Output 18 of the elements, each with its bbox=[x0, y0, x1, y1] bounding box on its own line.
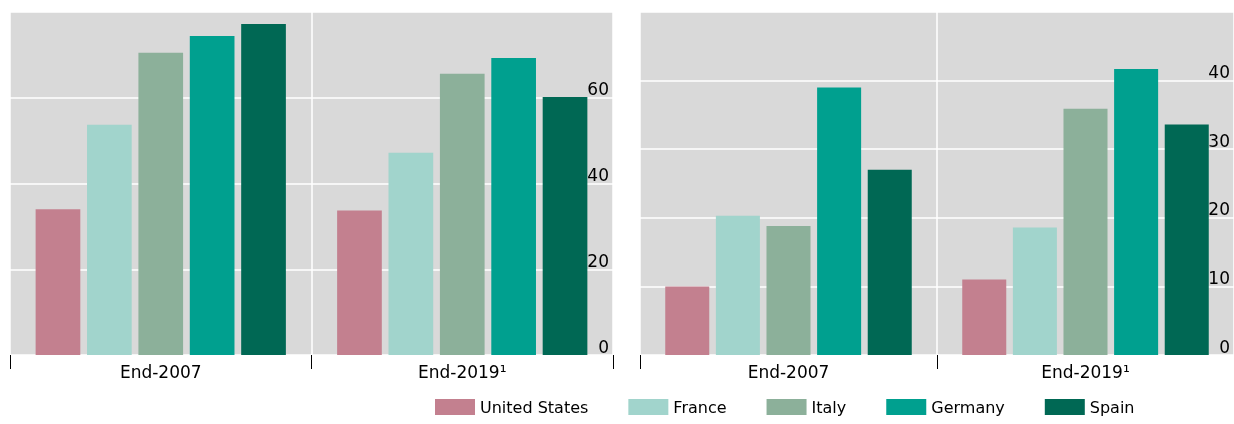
y-tick-label: 0 bbox=[1219, 336, 1230, 357]
x-tick-label: End-2007 bbox=[747, 361, 830, 382]
x-tick-label: End-2007 bbox=[119, 361, 202, 382]
y-tick-label: 40 bbox=[587, 165, 609, 185]
y-tick-label: 20 bbox=[587, 250, 609, 271]
y-tick-label: 30 bbox=[1208, 130, 1230, 151]
y-tick-label: 40 bbox=[1208, 62, 1230, 83]
legend-label: United States bbox=[480, 397, 589, 417]
legend-label: Italy bbox=[811, 397, 847, 417]
y-tick-label: 20 bbox=[1208, 199, 1230, 220]
legend-label: Spain bbox=[1089, 397, 1135, 417]
legend-label: France bbox=[673, 397, 727, 417]
x-tick-label: End-2019¹ bbox=[417, 361, 507, 382]
y-tick-label: 10 bbox=[1208, 267, 1230, 288]
y-tick-label: 0 bbox=[598, 336, 609, 357]
x-tick-label: End-2019¹ bbox=[1041, 361, 1130, 382]
legend-label: Germany bbox=[931, 397, 1005, 417]
y-tick-label: 60 bbox=[587, 79, 609, 100]
